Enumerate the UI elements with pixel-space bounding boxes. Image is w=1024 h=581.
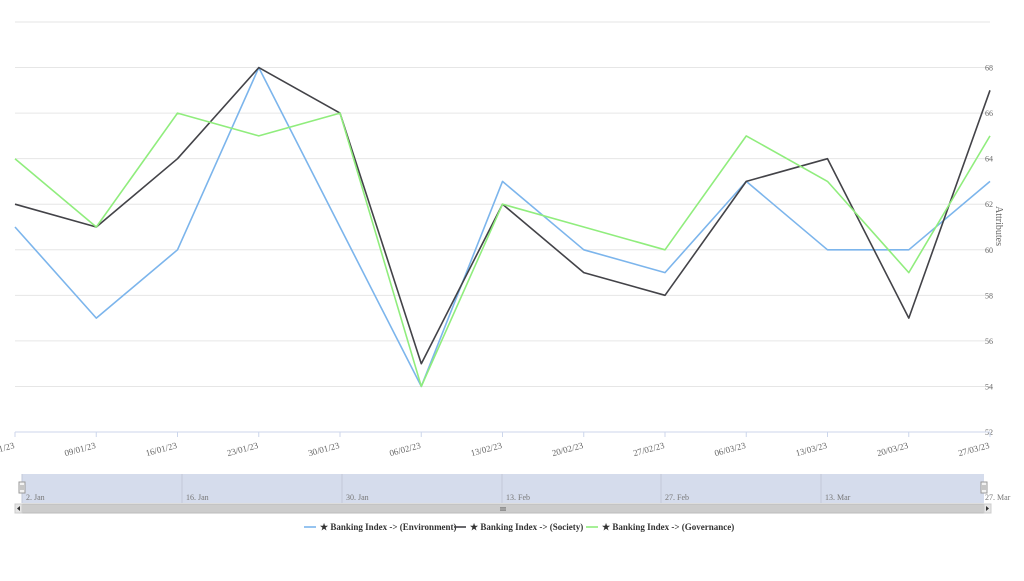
y-tick-label: 68 [985, 64, 993, 73]
navigator-date-label: 27. Feb [665, 493, 689, 502]
legend-label: ★ Banking Index -> (Society) [470, 522, 583, 532]
x-tick-label: 20/02/23 [551, 440, 585, 458]
y-tick-label: 62 [985, 200, 993, 209]
navigator-date-label: 13. Feb [506, 493, 530, 502]
x-tick-label: ,1/23 [0, 440, 16, 455]
y-tick-label: 56 [985, 337, 993, 346]
navigator-date-label: 13. Mar [825, 493, 851, 502]
x-tick-label: 16/01/23 [145, 440, 179, 458]
series-lines [14, 66, 991, 388]
y-tick-label: 60 [985, 246, 993, 255]
x-tick-label: 06/03/23 [713, 440, 747, 458]
x-tick-label: 13/03/23 [795, 440, 829, 458]
x-tick-label: 13/02/23 [470, 440, 504, 458]
y-tick-label: 66 [985, 109, 993, 118]
navigator-date-label: 30. Jan [346, 493, 369, 502]
legend-item-3[interactable]: ★ Banking Index -> (Governance) [586, 522, 734, 532]
y-tick-label: 58 [985, 291, 993, 300]
x-tick-label: 06/02/23 [388, 440, 422, 458]
x-tick-label: 30/01/23 [307, 440, 341, 458]
x-tick-label: 09/01/23 [63, 440, 97, 458]
y-tick-label: 54 [985, 382, 993, 391]
y-axis: 525456586062646668 [985, 64, 993, 437]
y-axis-title: Attributes [993, 206, 1004, 246]
navigator[interactable]: 2. Jan 16. Jan 30. Jan 13. Feb 27. Feb 13. Ma… [14, 474, 1011, 514]
arrow-left-icon [17, 506, 20, 511]
series-line-1[interactable] [14, 66, 991, 388]
arrow-right-icon [986, 506, 989, 511]
x-tick-label: 27/02/23 [632, 440, 666, 458]
legend-item-2[interactable]: ★ Banking Index -> (Society) [454, 522, 583, 532]
y-tick-label: 64 [985, 155, 993, 164]
legend-label: ★ Banking Index -> (Environment) [320, 522, 457, 532]
legend-item-1[interactable]: ★ Banking Index -> (Environment) [304, 522, 457, 532]
x-tick-label: 27/03/23 [957, 440, 991, 458]
navigator-date-label: 2. Jan [26, 493, 45, 502]
scrollbar-grip-icon: III [500, 507, 506, 513]
navigator-left-handle[interactable] [18, 481, 26, 494]
navigator-right-handle[interactable] [980, 481, 988, 494]
grid [15, 21, 990, 433]
x-tick-label: 20/03/23 [876, 440, 910, 458]
navigator-date-label: 27. Mar [985, 493, 1011, 502]
scroll-left-button[interactable] [14, 503, 23, 514]
legend: ★ Banking Index -> (Environment) ★ Bankin… [304, 522, 734, 532]
series-line-3[interactable] [14, 112, 991, 388]
series-line-2[interactable] [14, 66, 991, 365]
navigator-date-label: 16. Jan [186, 493, 209, 502]
x-tick-label: 23/01/23 [226, 440, 260, 458]
scroll-right-button[interactable] [983, 503, 992, 514]
legend-label: ★ Banking Index -> (Governance) [602, 522, 734, 532]
x-axis: ,1/23 09/01/23 16/01/23 23/01/23 30/01/23 06/… [0, 431, 991, 458]
